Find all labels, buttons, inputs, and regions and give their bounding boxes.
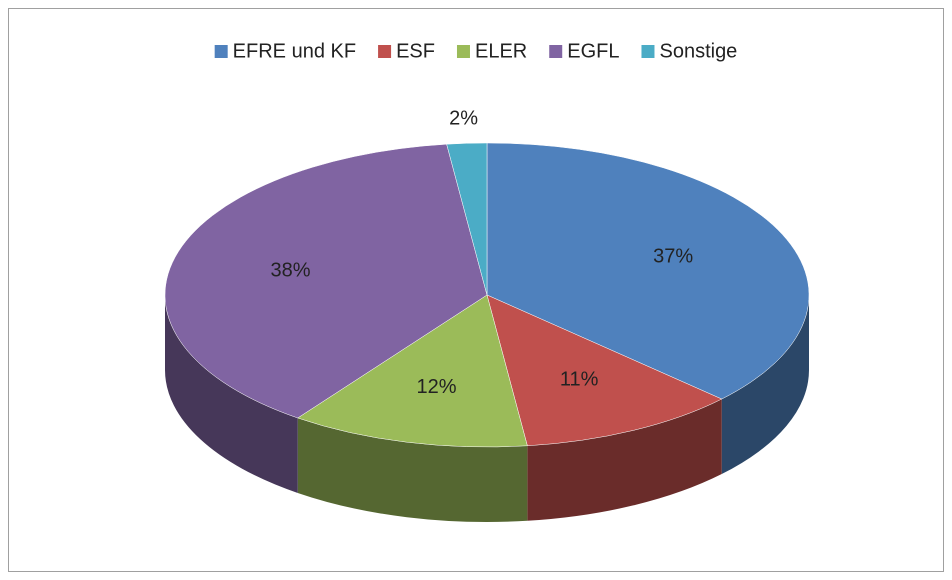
data-label: 12% — [417, 376, 457, 398]
legend-swatch — [456, 45, 470, 58]
slice-side — [297, 417, 528, 522]
legend-label: Sonstige — [659, 40, 737, 62]
slice — [446, 142, 488, 296]
data-label: 37% — [653, 245, 693, 267]
slice-side — [165, 295, 298, 493]
slice-side — [721, 295, 809, 475]
data-label: 38% — [270, 259, 310, 281]
slice-side — [527, 399, 722, 521]
legend-label: EFRE und KF — [233, 40, 356, 62]
legend-swatch — [549, 45, 563, 58]
legend: EFRE und KF ESF ELER EGFL Sonstige — [214, 40, 737, 62]
legend-label: EGFL — [567, 40, 619, 62]
data-label: 2% — [449, 107, 478, 129]
legend-label: ELER — [475, 40, 527, 62]
slice — [486, 294, 723, 447]
slice — [297, 294, 528, 448]
slice — [486, 142, 810, 400]
slice — [164, 143, 488, 419]
data-label: 11% — [560, 369, 599, 391]
legend-swatch — [214, 45, 228, 58]
legend-swatch — [641, 45, 655, 58]
legend-label: ESF — [396, 40, 435, 62]
legend-swatch — [378, 45, 392, 58]
